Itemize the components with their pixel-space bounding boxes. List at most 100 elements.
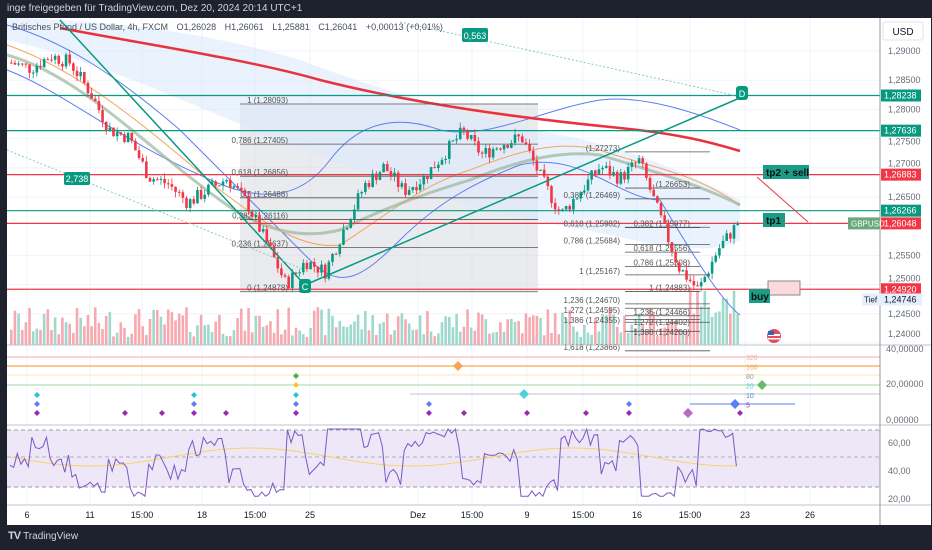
volume-bar	[207, 324, 210, 345]
volume-bar	[674, 320, 677, 345]
ohlc-low: L1,25881	[272, 22, 310, 32]
volume-bar	[615, 326, 619, 345]
volume-bar	[506, 319, 509, 345]
volume-bar	[123, 328, 126, 345]
rsi-tick: 20,00	[888, 494, 911, 504]
wave-line-cd[interactable]	[304, 96, 743, 286]
volume-bar	[718, 311, 721, 345]
projection-line[interactable]	[756, 176, 809, 223]
volume-bar	[473, 330, 477, 345]
signal-diamond	[461, 410, 467, 416]
volume-bar	[371, 315, 374, 345]
candle-body	[378, 172, 382, 181]
volume-bar	[185, 307, 188, 345]
volume-bar	[188, 331, 192, 345]
volume-bar	[710, 316, 714, 345]
candle-body	[207, 184, 210, 195]
volume-bar	[104, 316, 108, 345]
candle-body	[437, 164, 440, 169]
fib-label: 1,236 (1,24670)	[564, 296, 621, 305]
candle-body	[93, 98, 97, 102]
candle-body	[696, 285, 699, 287]
candle-body	[568, 205, 572, 210]
volume-bar	[630, 324, 634, 345]
symbol-legend[interactable]: Britisches Pfund / US Dollar, 4h, FXCM O…	[12, 22, 449, 32]
volume-bar	[729, 313, 732, 345]
time-tick: 15:00	[131, 510, 154, 520]
fib-label: 1 (1,25167)	[579, 267, 620, 276]
currency-button[interactable]	[882, 21, 924, 41]
volume-bar	[280, 334, 283, 345]
ohlc-high: H1,26061	[224, 22, 264, 32]
volume-bar	[385, 313, 389, 345]
volume-bar	[422, 334, 426, 345]
ohlc-close: C1,26041	[318, 22, 358, 32]
volume-bar	[586, 332, 590, 345]
candle-body	[630, 162, 634, 167]
candle-body	[13, 62, 17, 65]
time-tick: 15:00	[244, 510, 267, 520]
signal-diamond	[757, 380, 767, 390]
volume-bar	[327, 308, 331, 345]
volume-bar	[294, 327, 298, 345]
volume-bar	[623, 315, 626, 345]
volume-bar	[31, 331, 35, 345]
candle-body	[517, 134, 520, 137]
signal-diamond	[524, 410, 530, 416]
signal-diamond	[34, 392, 40, 398]
volume-bar	[232, 330, 236, 345]
volume-bar	[725, 298, 728, 345]
candle-body	[137, 150, 141, 159]
candle-body	[590, 170, 593, 180]
buy-zone-box[interactable]	[767, 280, 801, 296]
volume-bar	[331, 315, 334, 345]
volume-bar	[320, 309, 323, 345]
candle-body	[53, 55, 57, 60]
volume-bar	[28, 307, 31, 345]
indicator-level-label: 80	[746, 374, 754, 381]
candle-body	[119, 132, 123, 135]
candle-body	[451, 140, 455, 142]
volume-bar	[652, 312, 655, 345]
candle-body	[243, 190, 247, 196]
volume-bar	[53, 317, 57, 345]
volume-bar	[400, 313, 404, 345]
signal-diamond	[626, 410, 632, 416]
candle-body	[619, 172, 623, 184]
price-axis[interactable]: 1,29000 1,28500 1,28000 1,27500 1,27000 1,265…	[848, 46, 924, 504]
candle-body	[510, 143, 513, 148]
price-tag	[881, 89, 921, 102]
volume-bar	[396, 316, 400, 345]
volume-bar	[159, 316, 163, 345]
candle-body	[360, 191, 363, 194]
price-tick: 1,26500	[888, 192, 921, 202]
fib-label: 0,618 (1,25556)	[634, 244, 691, 253]
wave-line-ac[interactable]	[59, 19, 306, 286]
candle-body	[174, 186, 177, 192]
us-flag-event-icon[interactable]	[767, 329, 781, 343]
tradingview-logo[interactable]: TV TradingView	[8, 530, 78, 542]
candle-body	[612, 171, 615, 176]
candle-body	[265, 229, 269, 243]
volume-bar	[152, 309, 155, 345]
price-tag-label: 1,27636	[884, 126, 917, 136]
volume-bar	[561, 312, 564, 345]
candle-body	[225, 180, 228, 182]
candle-body	[192, 199, 196, 204]
volume-bar	[196, 325, 199, 345]
volume-bar	[404, 319, 407, 345]
tp2-label: tp2 + sell	[766, 168, 809, 179]
candle-body	[506, 145, 509, 148]
volume-bar	[491, 332, 495, 345]
time-tick: 25	[305, 510, 315, 520]
time-tick: 15:00	[461, 510, 484, 520]
candle-body	[594, 170, 597, 174]
rsi-line	[9, 427, 737, 498]
tv-logo-icon: TV	[8, 530, 21, 542]
candle-body	[57, 55, 61, 64]
volume-bar	[312, 310, 316, 345]
ohlc-open: O1,26028	[176, 22, 217, 32]
kama-line	[6, 53, 741, 236]
time-axis[interactable]: 6 11 15:00 18 15:00 25 Dez 15:00 9 15:00 16 15:00 23…	[24, 510, 815, 520]
